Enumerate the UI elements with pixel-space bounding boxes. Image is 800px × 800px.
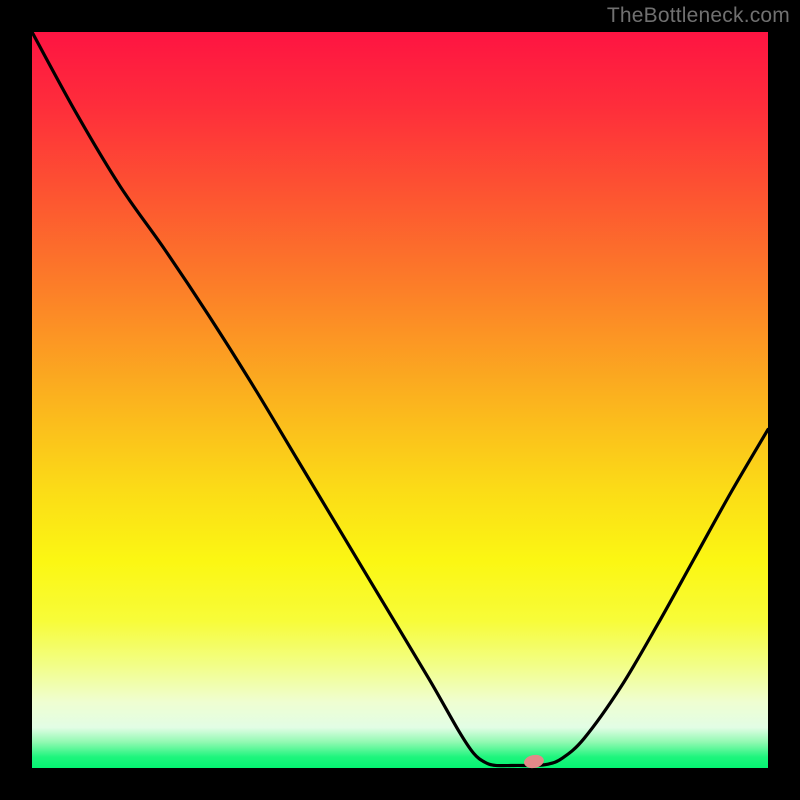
chart-container: { "attribution": "TheBottleneck.com", "c…: [0, 0, 800, 800]
plot-area: [32, 32, 768, 768]
attribution-text: TheBottleneck.com: [607, 4, 790, 28]
bottleneck-chart: [0, 0, 800, 800]
